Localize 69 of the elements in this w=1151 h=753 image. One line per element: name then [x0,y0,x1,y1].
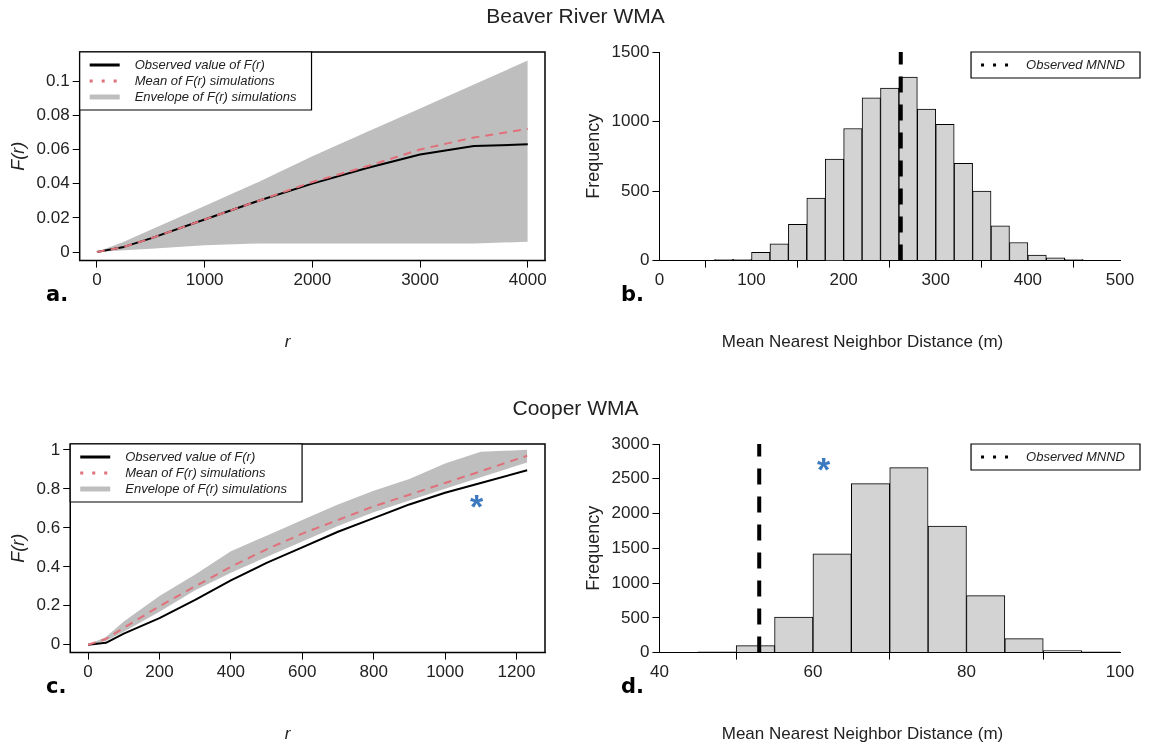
x-tick-label: 1000 [426,662,464,682]
y-axis-title: Frequency [582,113,603,199]
legend-label: Mean of F(r) simulations [134,72,276,88]
y-tick-label: 0 [639,642,650,662]
y-tick-label: 2500 [611,468,650,488]
x-tick-label: 0 [83,662,93,682]
y-tick-label: 0 [50,634,61,654]
x-tick-label: 200 [145,662,174,682]
x-tick-label: 0 [92,270,102,290]
x-axis-title: r [283,332,292,352]
annotation: Envelope of F(r) simulations [134,88,298,104]
annotation: * [817,450,831,488]
y-tick-label: 0.06 [36,139,70,159]
x-axis-title: Mean Nearest Neighbor Distance (m) [720,724,1005,744]
x-tick-label: 600 [288,662,317,682]
ref-line-label: Observed MNND [1026,56,1125,72]
y-tick-label: 1000 [611,572,650,592]
y-tick-label: 0.04 [36,173,70,193]
legend-label: Observed value of F(r) [125,448,256,464]
text: a. [46,282,69,306]
y-tick-label: 1000 [611,111,650,131]
y-tick-label: 1500 [611,537,650,557]
legend-label: Observed value of F(r) [134,56,265,72]
x-tick-label: 400 [216,662,246,682]
y-tick-label: 1500 [611,41,650,61]
annotation: * [470,487,484,525]
y-tick-label: 0.08 [36,104,70,124]
y-tick-label: 0.02 [36,207,70,227]
legend-label: Mean of F(r) simulations [125,464,266,480]
y-tick-label: 0.4 [36,556,61,576]
y-axis-title: F(r) [7,141,28,171]
y-tick-label: 0 [60,241,70,261]
text: d. [621,674,645,698]
chart-title: Cooper WMA [511,396,640,420]
y-tick-label: 500 [621,180,650,200]
y-tick-label: 0.6 [36,517,61,537]
y-tick-label: 0 [639,250,650,270]
x-tick-label: 60 [803,662,823,682]
x-tick-label: 4000 [508,270,547,290]
x-tick-label: 1000 [185,270,224,290]
x-tick-label: 300 [921,270,950,290]
x-tick-label: 100 [737,270,766,290]
y-axis-title: Frequency [582,505,603,591]
y-tick-label: 500 [621,607,650,627]
ref-line-label: Observed MNND [1026,448,1125,464]
x-tick-label: 40 [649,662,669,682]
x-axis-title: r [283,724,292,744]
text: c. [46,674,67,698]
y-tick-label: 2000 [611,503,650,523]
x-tick-label: 0 [654,270,665,290]
x-axis-title: Mean Nearest Neighbor Distance (m) [720,332,1005,352]
y-tick-label: 1 [50,439,61,459]
x-tick-label: 100 [1105,662,1135,682]
text: b. [621,282,645,306]
x-tick-label: 800 [359,662,388,682]
x-tick-label: 500 [1105,270,1135,290]
x-tick-label: 80 [957,662,976,682]
chart-title: Beaver River WMA [485,4,666,28]
x-tick-label: 400 [1013,270,1043,290]
y-tick-label: 0.1 [46,70,70,90]
x-tick-label: 2000 [293,270,332,290]
annotation: Envelope of F(r) simulations [125,480,288,496]
x-tick-label: 200 [829,270,858,290]
y-tick-label: 3000 [611,433,650,453]
x-tick-label: 3000 [401,270,439,290]
y-tick-label: 0.2 [36,595,61,615]
y-tick-label: 0.8 [36,478,61,498]
x-tick-label: 1200 [497,662,536,682]
y-axis-title: F(r) [7,533,28,563]
